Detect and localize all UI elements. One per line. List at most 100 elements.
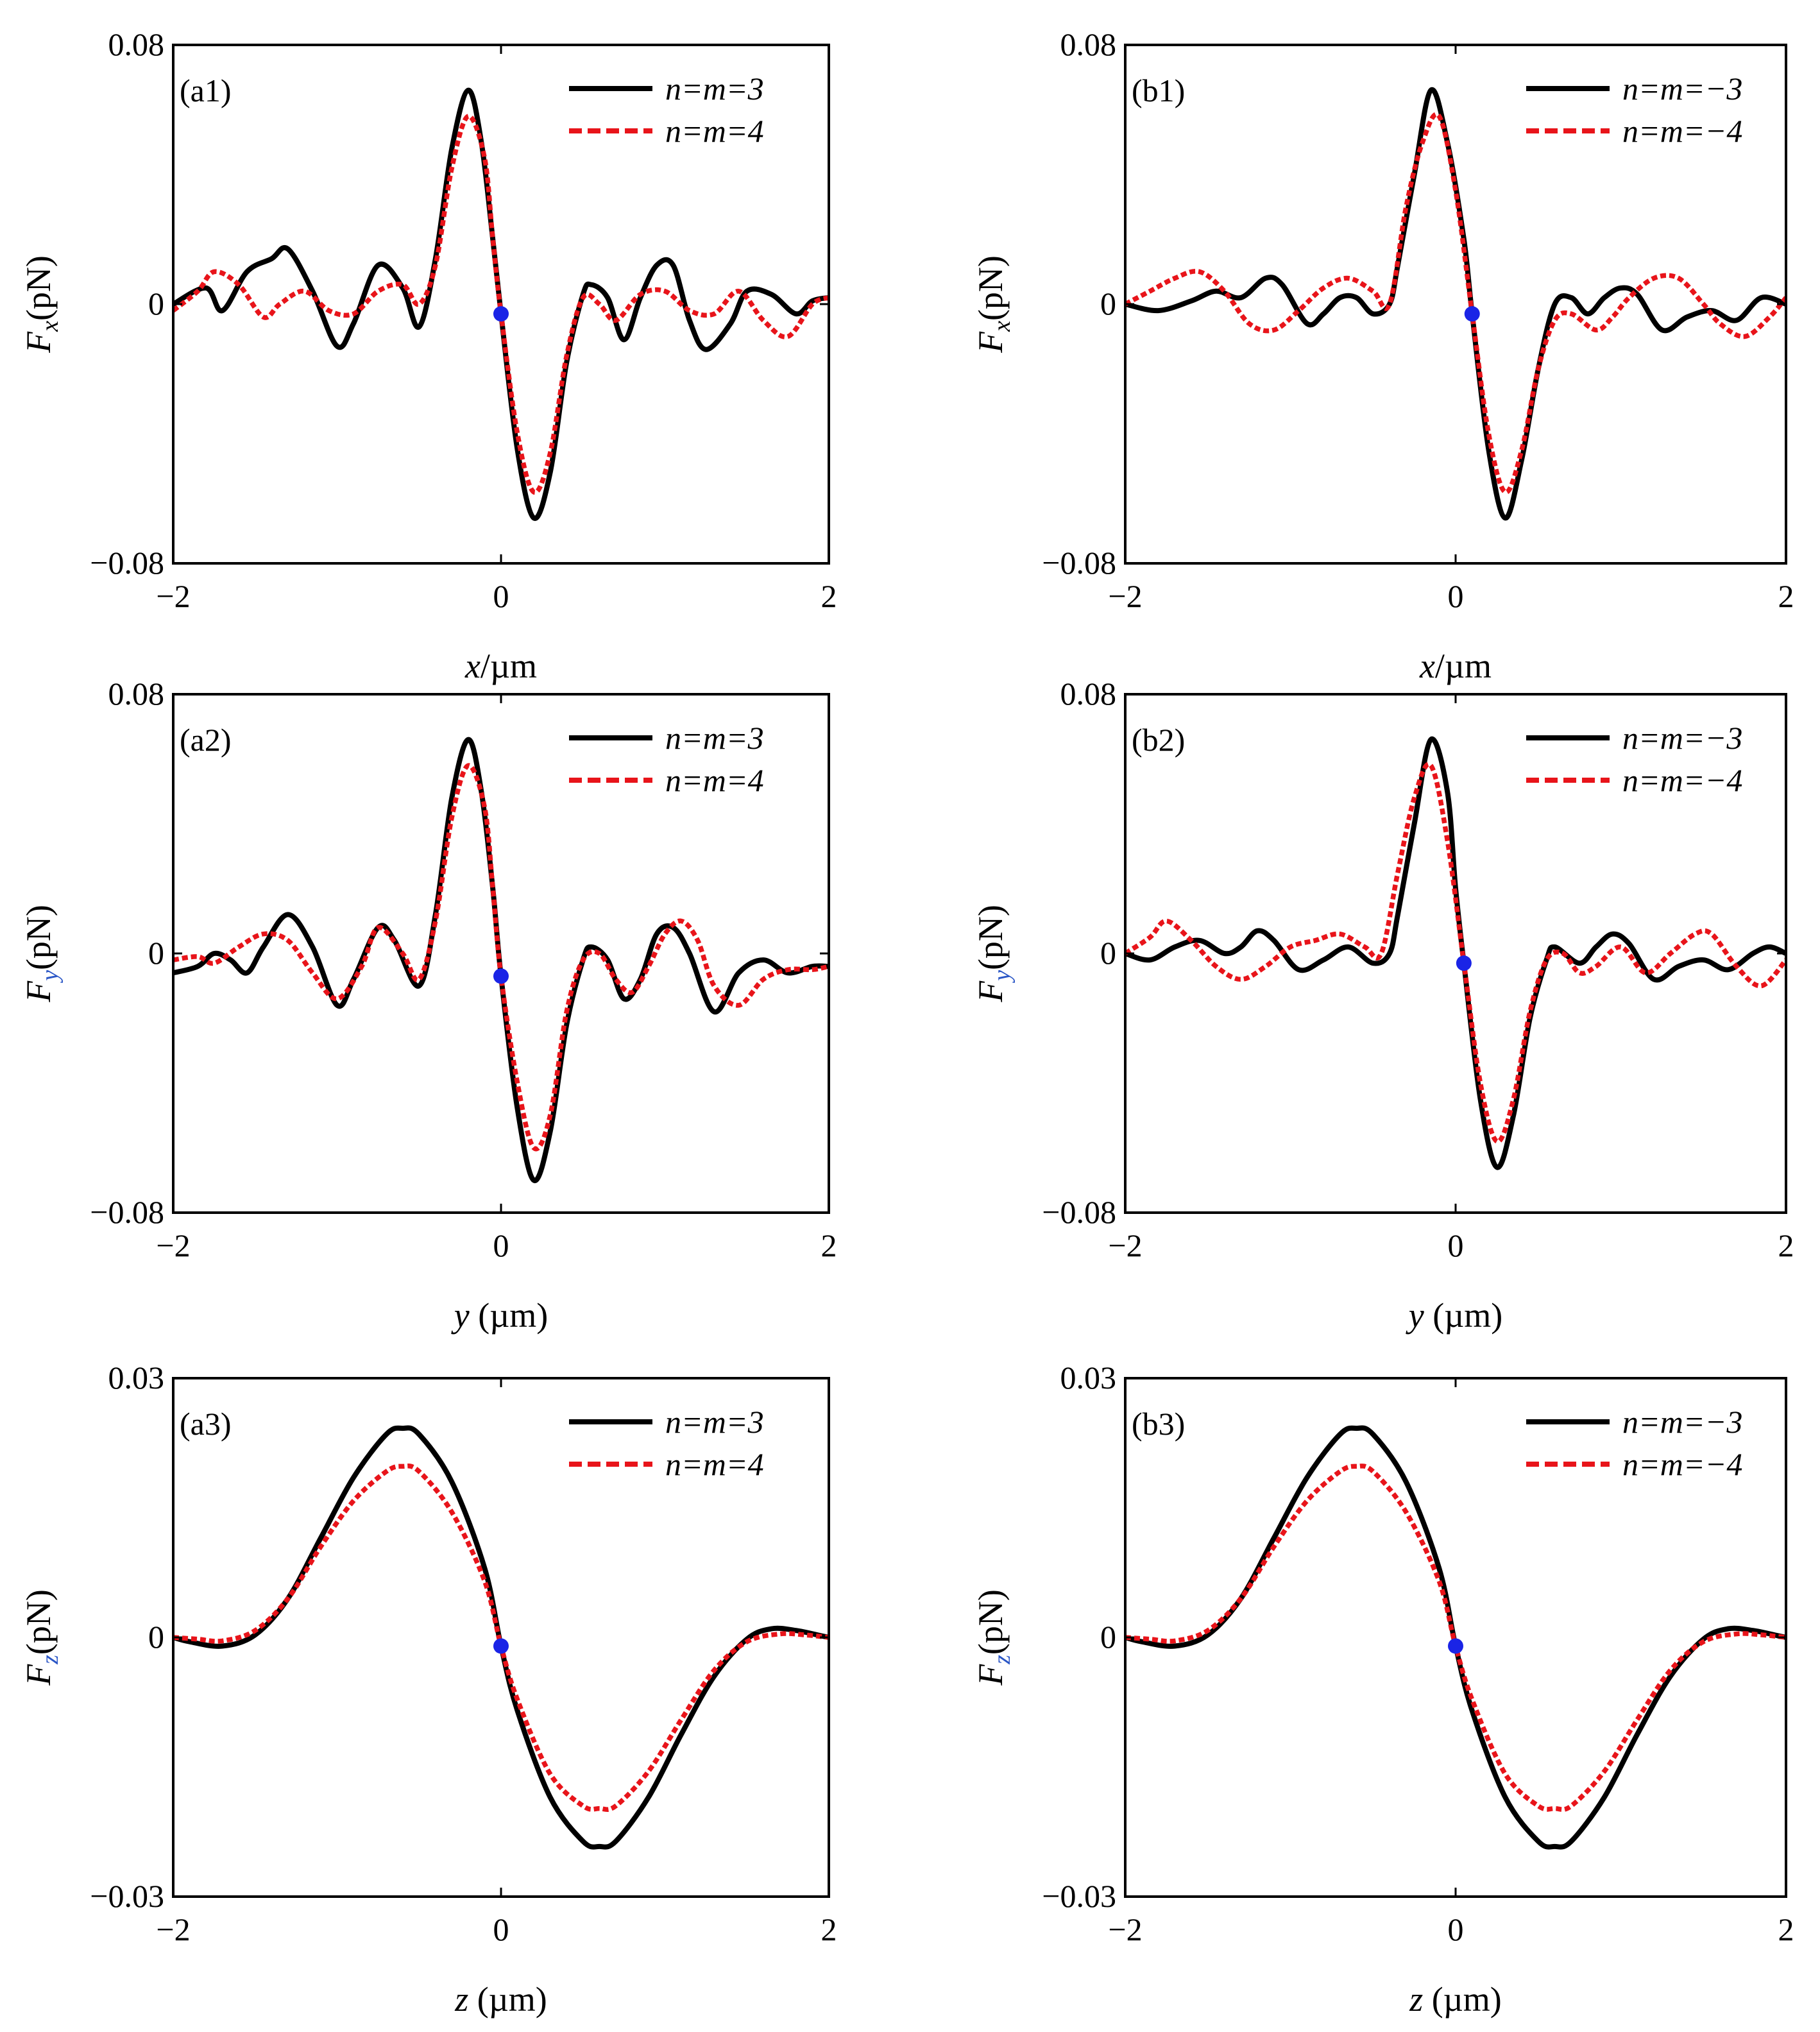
y-axis-symbol: F: [19, 1664, 58, 1686]
y-axis-label: Fz(pN): [971, 1589, 1016, 1686]
y-tick-label: 0: [148, 1619, 164, 1655]
x-tick-label: 2: [1778, 578, 1794, 614]
y-tick-label: −0.08: [90, 1194, 164, 1230]
legend-label: n=m=3: [665, 71, 764, 107]
legend-label: n=m=4: [665, 1446, 764, 1482]
series-line-solid: [1125, 736, 1786, 1170]
y-axis-subscript: y: [37, 970, 64, 984]
x-tick-label: 2: [821, 1227, 837, 1263]
y-tick-label: 0: [1100, 1619, 1116, 1655]
x-tick-label: 2: [1778, 1227, 1794, 1263]
equilibrium-marker: [493, 1638, 509, 1654]
legend: n=m=−3 n=m=−4: [1526, 71, 1742, 149]
y-axis-symbol: F: [971, 331, 1010, 354]
x-axis-variable: y: [1406, 1296, 1424, 1335]
x-tick-label: −2: [1108, 578, 1142, 614]
legend-label: n=m=−4: [1622, 113, 1742, 149]
y-tick-label: 0.03: [108, 1360, 165, 1396]
x-tick-label: 0: [493, 1911, 509, 1947]
x-axis-unit: (µm): [1424, 1296, 1503, 1335]
panel-label: (a2): [180, 722, 232, 758]
y-axis-label: Fz(pN): [19, 1589, 64, 1686]
y-tick-label: −0.08: [1042, 1194, 1116, 1230]
equilibrium-marker: [493, 306, 509, 322]
panel-label: (b3): [1132, 1406, 1185, 1442]
x-axis-label: x/µm: [464, 647, 537, 685]
x-tick-label: 0: [1448, 1911, 1464, 1947]
y-tick-label: 0.03: [1060, 1360, 1117, 1396]
y-axis-label: Fx(pN): [19, 255, 64, 354]
panel-label: (b1): [1132, 73, 1185, 108]
x-tick-label: 0: [1448, 1227, 1464, 1263]
series-line-dotted: [173, 763, 829, 1152]
y-axis-symbol: F: [971, 1664, 1010, 1686]
x-axis-variable: z: [1409, 1980, 1423, 2019]
legend-label: n=m=−3: [1622, 720, 1742, 756]
y-axis-label: Fy(pN): [971, 905, 1016, 1003]
x-axis-unit: (µm): [470, 1296, 549, 1335]
legend: n=m=−3 n=m=−4: [1526, 720, 1742, 798]
legend: n=m=−3 n=m=−4: [1526, 1404, 1742, 1482]
equilibrium-marker: [493, 968, 509, 984]
legend: n=m=3 n=m=4: [569, 71, 764, 149]
x-tick-label: 0: [493, 1227, 509, 1263]
x-axis-label: y (µm): [451, 1296, 549, 1335]
x-tick-label: −2: [156, 1227, 190, 1263]
x-axis-unit: /µm: [1435, 647, 1492, 685]
y-axis-unit: (pN): [19, 905, 58, 970]
equilibrium-marker: [1448, 1638, 1463, 1654]
x-axis-unit: (µm): [468, 1980, 547, 2019]
x-axis-label: y (µm): [1406, 1296, 1503, 1335]
y-axis-unit: (pN): [19, 255, 58, 321]
x-axis-label: x/µm: [1419, 647, 1492, 685]
legend-label: n=m=−4: [1622, 762, 1742, 798]
panel-a2: −2 0 2 −0.08 0 0.08 y (µm) Fy(pN) (a2) n=m=3n=m=4: [19, 676, 837, 1335]
legend-label: n=m=3: [665, 1404, 764, 1440]
series-line-solid: [1125, 1425, 1786, 1850]
y-tick-label: 0: [1100, 935, 1116, 971]
y-axis-subscript: z: [37, 1655, 64, 1665]
y-axis-unit: (pN): [971, 1589, 1010, 1655]
legend: n=m=3 n=m=4: [569, 1404, 764, 1482]
equilibrium-marker: [1464, 306, 1480, 322]
y-tick-label: −0.03: [90, 1878, 164, 1914]
series-line-dotted: [1125, 1464, 1786, 1812]
y-axis-subscript: y: [989, 970, 1016, 984]
y-tick-label: 0: [148, 286, 164, 321]
y-tick-label: −0.03: [1042, 1878, 1116, 1914]
y-tick-label: 0.08: [1060, 26, 1117, 62]
x-tick-label: 2: [1778, 1911, 1794, 1947]
y-tick-label: 0: [148, 935, 164, 971]
legend-label: n=m=4: [665, 113, 764, 149]
x-tick-label: −2: [156, 578, 190, 614]
legend: n=m=3 n=m=4: [569, 720, 764, 798]
series-line-dotted: [173, 114, 829, 495]
x-tick-label: 2: [821, 1911, 837, 1947]
y-tick-label: −0.08: [90, 545, 164, 581]
x-axis-variable: y: [451, 1296, 470, 1335]
series-line-dotted: [1125, 112, 1786, 495]
x-axis-variable: z: [454, 1980, 468, 2019]
y-tick-label: 0.08: [1060, 676, 1117, 712]
x-tick-label: 0: [493, 578, 509, 614]
y-tick-label: 0.08: [108, 676, 165, 712]
y-axis-label: Fy(pN): [19, 905, 64, 1003]
y-tick-label: 0: [1100, 286, 1116, 321]
legend-label: n=m=−4: [1622, 1446, 1742, 1482]
y-axis-subscript: z: [989, 1655, 1016, 1665]
y-axis-symbol: F: [971, 980, 1010, 1003]
y-axis-unit: (pN): [19, 1589, 58, 1655]
panel-label: (a3): [180, 1406, 232, 1442]
series-line-solid: [1125, 87, 1786, 521]
y-tick-label: −0.08: [1042, 545, 1116, 581]
y-axis-subscript: x: [989, 321, 1016, 332]
y-tick-label: 0.08: [108, 26, 165, 62]
x-axis-label: z (µm): [454, 1980, 547, 2019]
legend-label: n=m=4: [665, 762, 764, 798]
